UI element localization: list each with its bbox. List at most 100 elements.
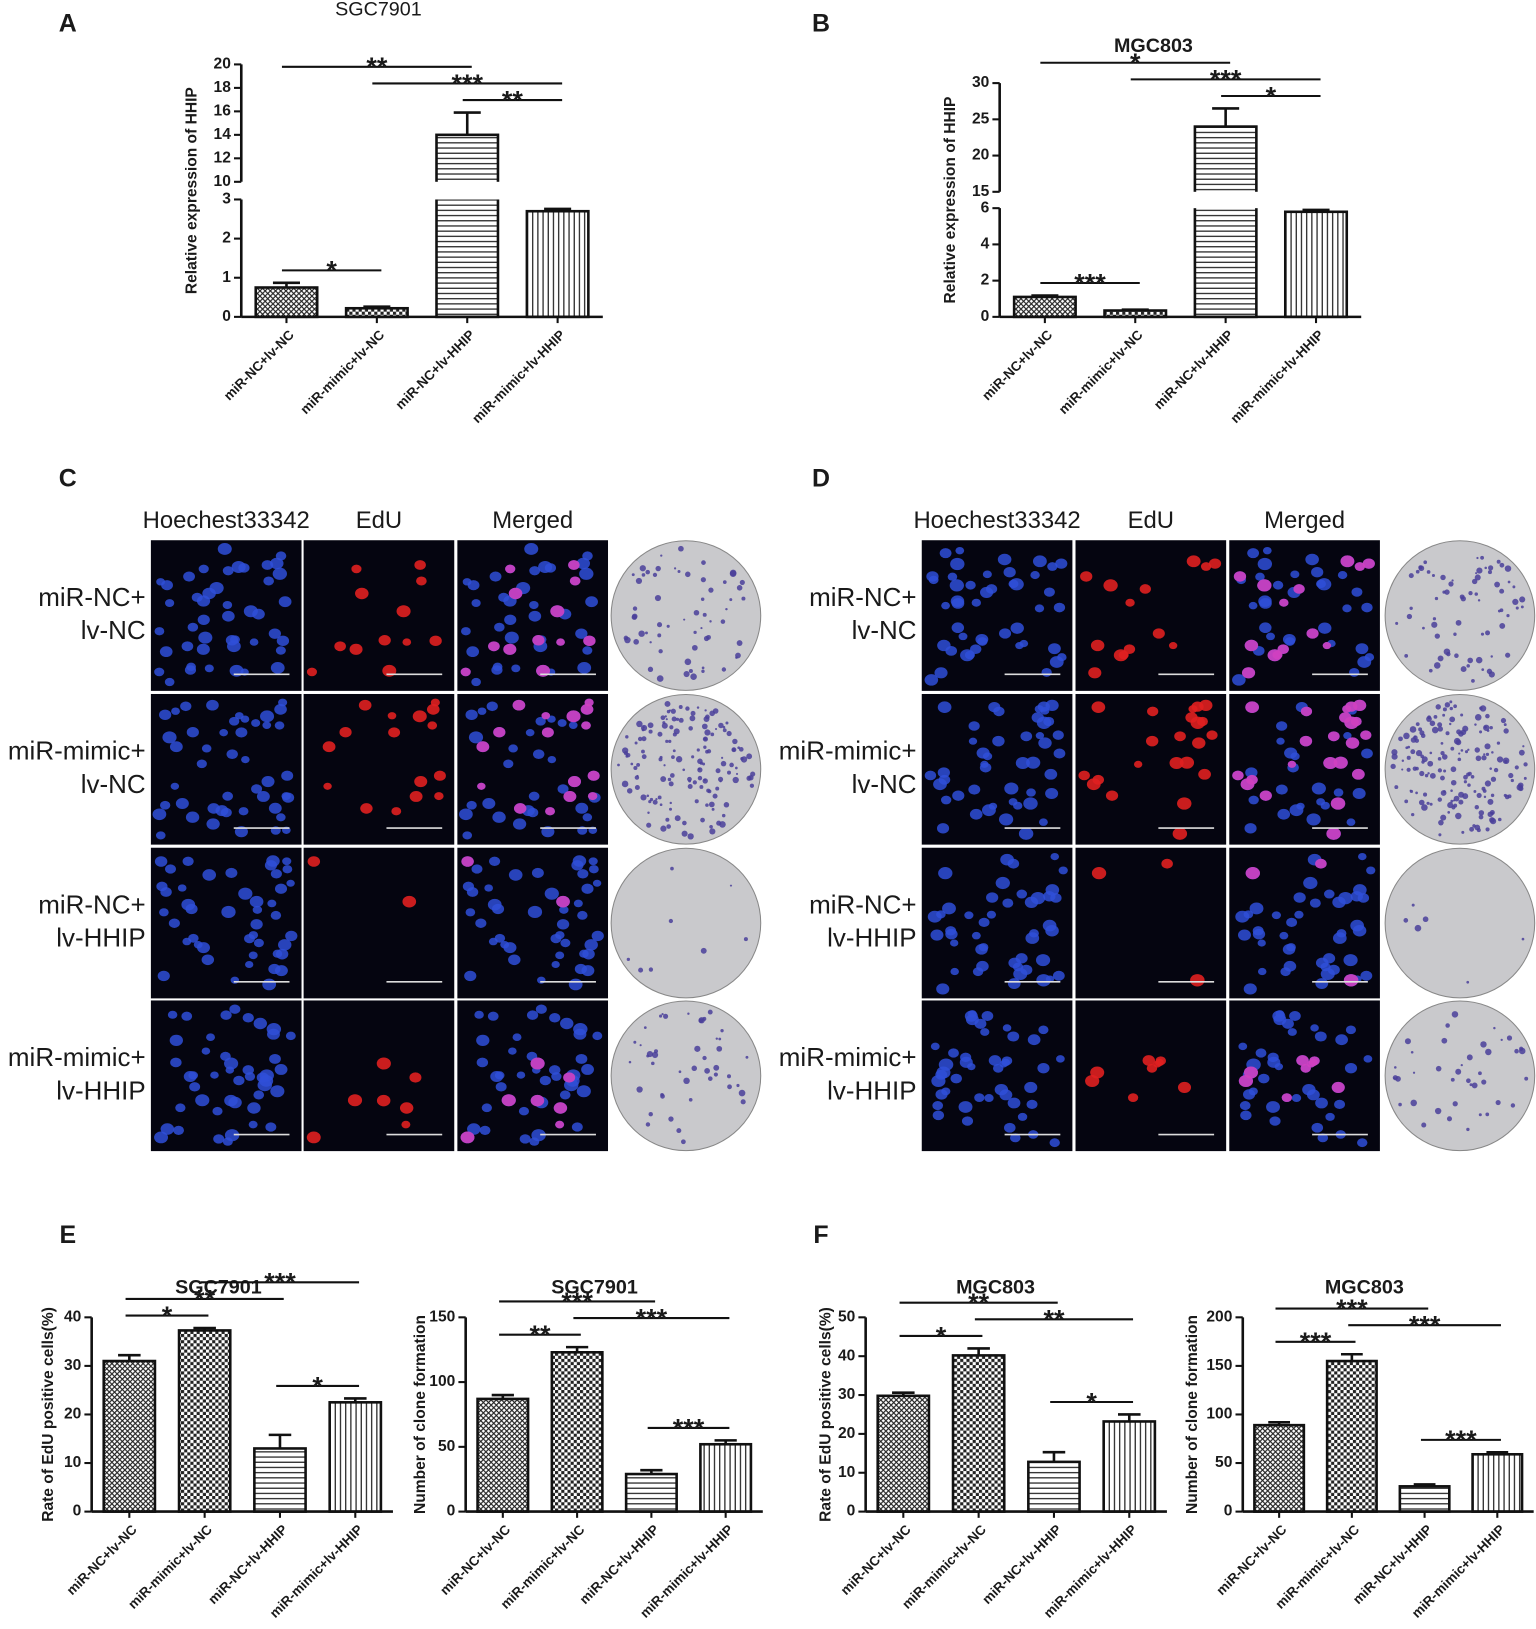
nucleus: [170, 1057, 182, 1068]
edu-nucleus: [1169, 756, 1184, 769]
nucleus: [997, 553, 1012, 566]
colony: [633, 1040, 637, 1044]
colony: [1437, 655, 1444, 662]
x-tick-label: miR-NC+lv-HHIP: [1151, 327, 1236, 412]
colony: [1422, 916, 1429, 923]
colony: [692, 780, 697, 785]
colony: [1418, 565, 1425, 572]
nucleus: [248, 931, 259, 940]
colony: [1395, 1076, 1401, 1082]
colony: [630, 762, 634, 766]
nucleus: [1266, 632, 1275, 641]
nucleus: [581, 883, 594, 894]
nucleus: [1273, 1014, 1287, 1026]
colony: [1429, 751, 1433, 755]
colony: [633, 765, 638, 771]
error-bar: [272, 281, 300, 288]
merged-nucleus: [530, 1057, 545, 1070]
y-tick-label: 6: [981, 199, 990, 216]
nucleus: [466, 646, 480, 658]
nucleus: [986, 910, 997, 919]
nucleus: [592, 879, 602, 887]
colony: [638, 967, 644, 973]
colony: [687, 833, 694, 840]
nucleus: [181, 898, 196, 911]
colony: [727, 1084, 732, 1090]
colony: [1474, 723, 1477, 726]
edu-nucleus: [1103, 579, 1118, 592]
significance-label: **: [1043, 1305, 1065, 1335]
colony: [1421, 804, 1428, 811]
nucleus: [1239, 1101, 1251, 1111]
nucleus: [1327, 964, 1340, 976]
nucleus: [1043, 891, 1056, 902]
nucleus: [285, 930, 298, 942]
colony: [631, 614, 637, 620]
bar: [1398, 1485, 1451, 1513]
colony: [1404, 653, 1409, 658]
colony: [1443, 769, 1447, 773]
colony: [1450, 1077, 1455, 1082]
nucleus: [1052, 730, 1064, 740]
error-bar: [344, 1397, 367, 1403]
colony: [675, 717, 680, 721]
colony: [718, 722, 724, 729]
nucleus: [164, 677, 175, 687]
colony: [1446, 1116, 1453, 1122]
colony: [1440, 574, 1446, 581]
colony: [1475, 656, 1483, 664]
colony: [621, 780, 629, 788]
colony: [666, 824, 671, 829]
nucleus: [1057, 653, 1067, 662]
nucleus: [213, 1134, 225, 1144]
colony: [1444, 589, 1450, 595]
nucleus: [1337, 571, 1348, 580]
nucleus: [557, 784, 569, 794]
edu-nucleus: [1152, 628, 1165, 639]
error-bar: [1031, 294, 1059, 297]
nucleus: [152, 808, 167, 821]
nucleus: [196, 942, 210, 954]
colony: [1507, 794, 1512, 799]
significance-label: ***: [636, 1303, 668, 1333]
colony: [1481, 668, 1485, 671]
nucleus: [1309, 898, 1321, 908]
y-tick-label: 14: [214, 126, 232, 143]
nucleus: [1323, 889, 1335, 899]
merged-nucleus: [1279, 598, 1289, 607]
colony: [632, 606, 638, 611]
nucleus: [538, 561, 553, 573]
colony: [1463, 774, 1468, 780]
colony: [1453, 737, 1461, 745]
bar: [876, 1394, 931, 1513]
nucleus: [568, 721, 578, 729]
colony: [1410, 1099, 1417, 1107]
colony: [664, 715, 667, 718]
colony: [726, 730, 732, 737]
colony: [660, 825, 667, 832]
colony: [641, 754, 647, 760]
colony: [1452, 1101, 1458, 1107]
nucleus: [508, 744, 518, 753]
colony: [702, 736, 709, 742]
merged-nucleus: [488, 641, 500, 652]
error-bar: [714, 1439, 737, 1445]
nucleus: [1302, 1083, 1316, 1096]
nucleus: [576, 1085, 591, 1098]
nucleus: [461, 627, 471, 636]
nucleus: [1335, 1034, 1348, 1046]
nucleus: [1038, 1025, 1049, 1035]
nucleus: [942, 902, 956, 915]
nucleus: [549, 1012, 561, 1023]
merged-nucleus: [1238, 1074, 1254, 1088]
colony: [639, 1044, 642, 1047]
nucleus: [222, 791, 234, 801]
nucleus: [1325, 1112, 1335, 1121]
edu-nucleus: [1127, 1093, 1139, 1102]
merged-nucleus: [1267, 649, 1282, 662]
nucleus: [508, 954, 521, 966]
colony: [671, 755, 675, 760]
nucleus: [270, 869, 282, 879]
colony: [1487, 798, 1494, 805]
colony: [1404, 1038, 1411, 1045]
